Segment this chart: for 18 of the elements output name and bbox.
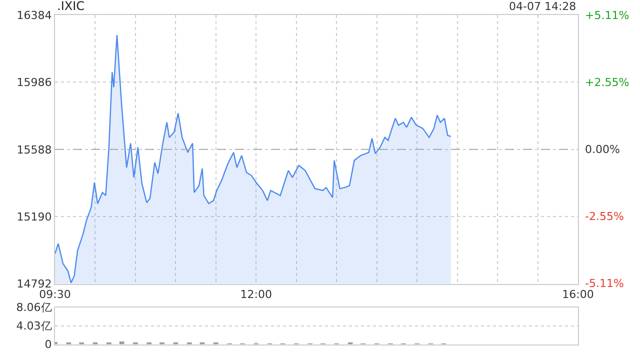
y-tick-label: 4.03亿 (16, 320, 52, 333)
y2-tick-label: +5.11% (585, 9, 630, 22)
y-tick-label: 14792 (16, 278, 52, 291)
y-tick-label: 8.06亿 (16, 301, 52, 314)
chart-title: .IXIC (57, 0, 84, 13)
y-tick-label: 15588 (16, 143, 52, 156)
y-tick-label: 0 (44, 338, 52, 352)
y-tick-label: 15986 (16, 76, 52, 90)
y-tick-label: 15190 (16, 210, 52, 224)
y2-tick-label: -2.55% (585, 210, 624, 223)
y2-tick-label: -5.11% (585, 277, 624, 290)
x-tick-label: 16:00 (562, 288, 594, 301)
x-tick-label: 12:00 (240, 288, 272, 301)
text: 04-07 14:28 (509, 0, 576, 13)
y-tick-label: 16384 (16, 8, 52, 22)
x-tick-label: 09:30 (39, 288, 71, 301)
y2-tick-label: 0.00% (585, 143, 620, 156)
y2-tick-label: +2.55% (585, 76, 630, 89)
